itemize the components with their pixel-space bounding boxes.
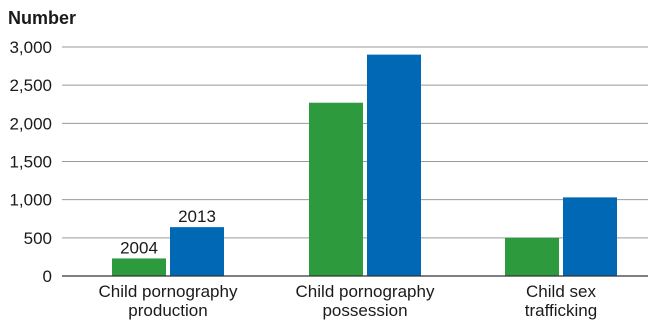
bar-2013-cat-2 (563, 197, 617, 276)
y-tick-label: 3,000 (9, 38, 52, 57)
y-tick-label: 1,500 (9, 153, 52, 172)
bar-2013-cat-0 (170, 227, 224, 276)
y-tick-label: 0 (43, 267, 52, 286)
series-label-2013: 2013 (178, 207, 216, 226)
y-tick-label: 500 (24, 229, 52, 248)
category-label-line: Child sex (526, 282, 596, 301)
y-tick-label: 1,000 (9, 191, 52, 210)
bar-annotations: 2004 2013 (120, 207, 216, 257)
bar-2004-cat-2 (505, 237, 559, 276)
bar-2004-cat-0 (112, 258, 166, 276)
category-label-line: Child pornography (296, 282, 435, 301)
category-label-line: Child pornography (99, 282, 238, 301)
bar-2004-cat-1 (309, 102, 363, 277)
series-label-2004: 2004 (120, 238, 158, 257)
y-axis-label: Number (8, 8, 76, 28)
category-label: Child pornography production (99, 282, 238, 320)
bars (112, 54, 617, 277)
category-label-line: production (128, 301, 207, 320)
category-label: Child sex trafficking (525, 282, 597, 320)
category-label-line: trafficking (525, 301, 597, 320)
bar-2013-cat-1 (367, 54, 421, 277)
y-tick-labels: 0 500 1,000 1,500 2,000 2,500 3,000 (9, 38, 52, 286)
y-tick-label: 2,000 (9, 114, 52, 133)
category-label: Child pornography possession (296, 282, 435, 320)
y-tick-label: 2,500 (9, 76, 52, 95)
category-label-line: possession (322, 301, 407, 320)
